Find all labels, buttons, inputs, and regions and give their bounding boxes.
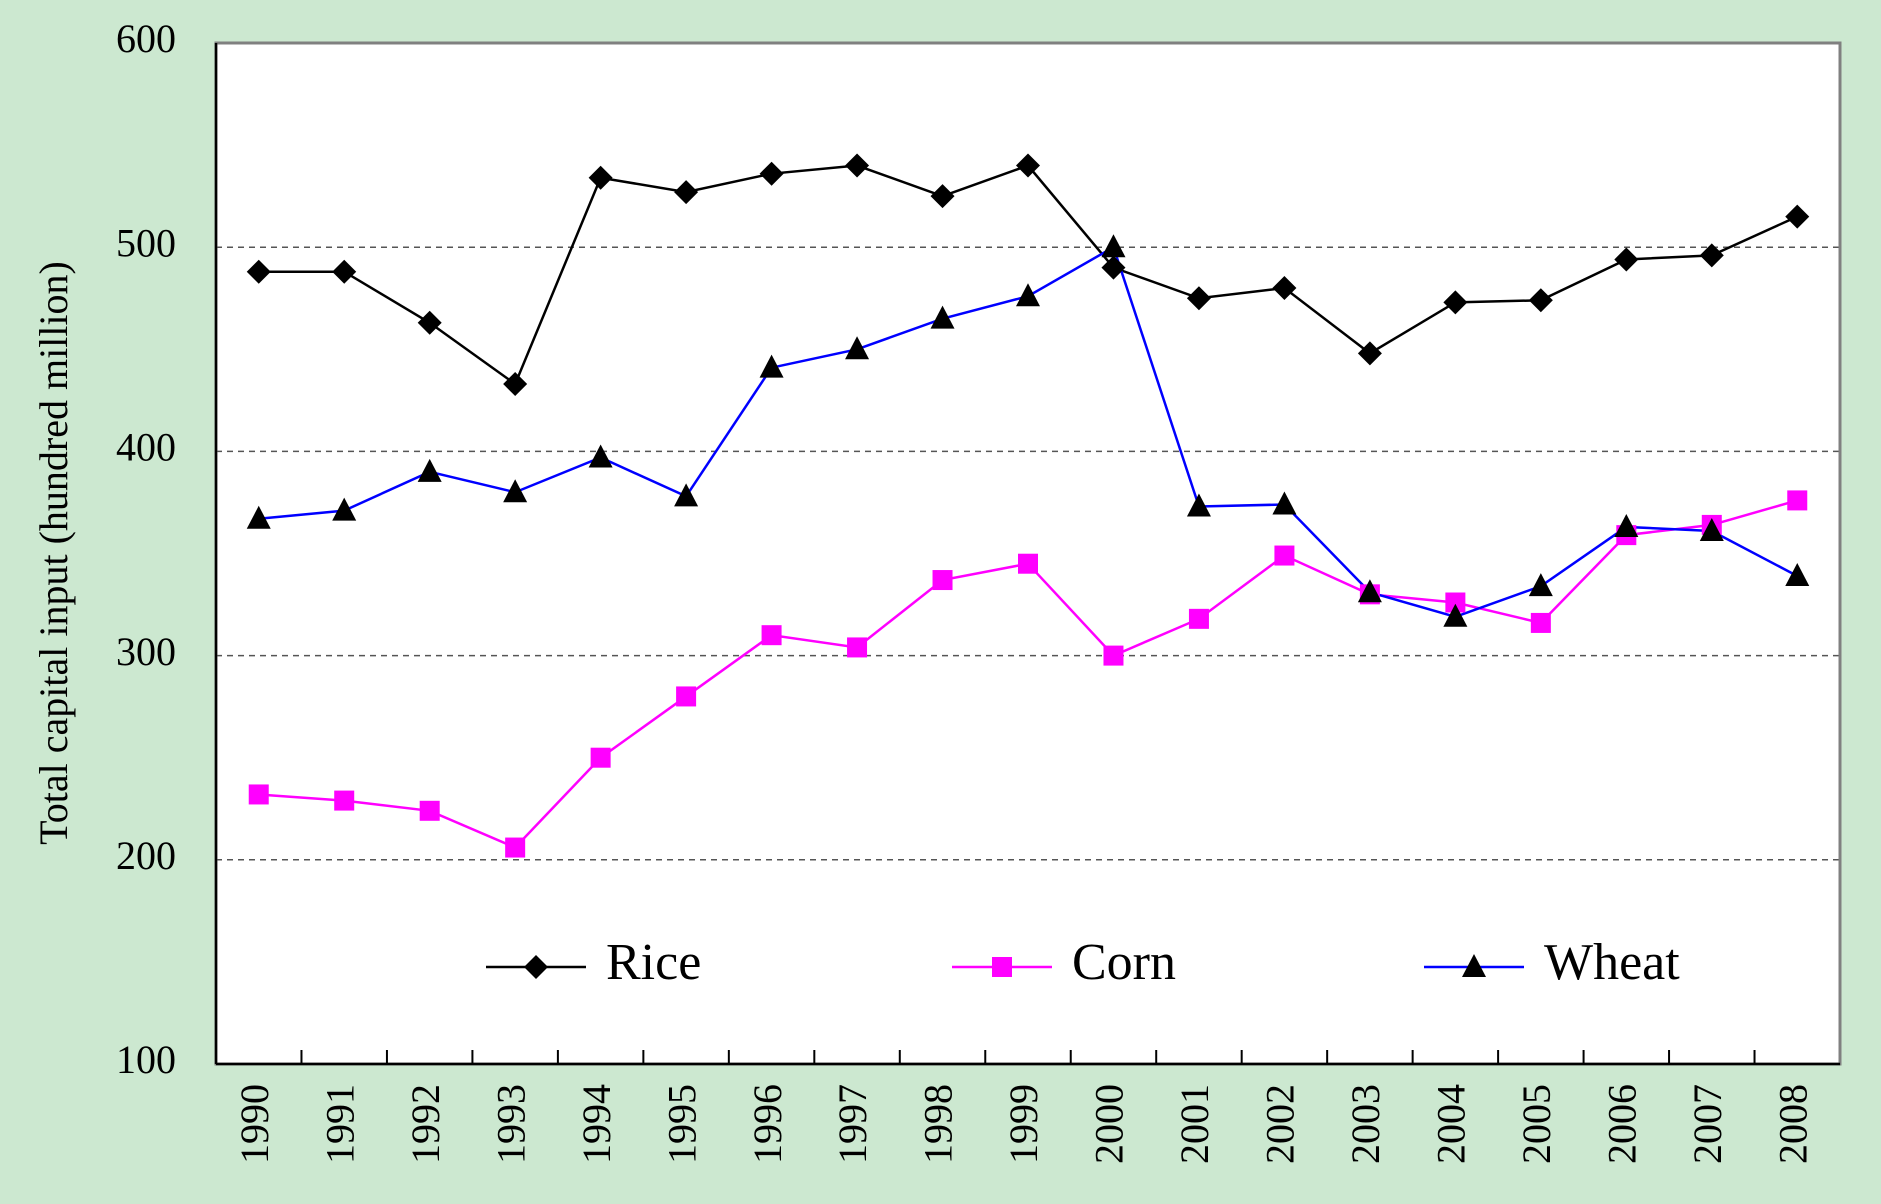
y-tick-label: 400 [116,425,176,470]
y-tick-label: 600 [116,16,176,61]
marker [1443,290,1468,315]
marker [1016,283,1040,307]
y-tick-label: 300 [116,629,176,674]
legend-label: Wheat [1544,934,1680,991]
marker [1614,513,1639,537]
marker [524,955,548,979]
x-tick-label: 2007 [1685,1084,1730,1164]
marker [676,686,697,707]
marker [1274,545,1295,566]
x-tick-label: 1996 [745,1084,790,1164]
marker [674,483,699,507]
marker [1016,153,1040,178]
x-tick-label: 2005 [1514,1084,1559,1164]
marker [992,957,1012,977]
marker [332,259,357,284]
x-tick-label: 1990 [232,1084,277,1164]
x-tick-label: 2001 [1172,1084,1217,1164]
y-tick-label: 200 [116,833,176,878]
marker [588,444,613,468]
x-tick-label: 1991 [317,1084,362,1164]
marker [1530,612,1551,633]
legend-label: Corn [1072,934,1176,991]
marker [1528,288,1553,313]
marker [1699,243,1724,268]
x-tick-label: 2003 [1343,1084,1388,1164]
marker [503,479,528,503]
marker [1272,491,1297,515]
marker [1699,518,1724,542]
x-tick-label: 2008 [1770,1084,1815,1164]
marker [1357,579,1382,603]
marker [419,800,440,821]
marker [590,747,611,768]
x-tick-label: 2006 [1599,1084,1644,1164]
marker [1785,204,1810,229]
marker [332,497,357,521]
marker [759,354,784,378]
y-tick-label: 100 [116,1037,176,1082]
marker [1787,490,1808,511]
x-tick-label: 2004 [1429,1084,1474,1164]
marker [334,790,355,811]
marker [246,259,271,284]
marker [930,184,955,209]
marker [1528,573,1553,597]
marker [759,161,784,186]
legend-label: Rice [606,934,701,991]
marker [674,180,699,205]
x-tick-label: 2000 [1087,1084,1132,1164]
marker [1462,954,1486,977]
x-tick-label: 2002 [1258,1084,1303,1164]
x-tick-label: 1993 [488,1084,533,1164]
marker [246,505,271,529]
x-tick-label: 1995 [659,1084,704,1164]
marker [417,310,442,335]
marker [417,458,442,482]
marker [1018,553,1038,574]
marker [845,336,870,360]
x-tick-label: 1998 [916,1084,961,1164]
marker [503,372,528,397]
marker [1272,276,1297,301]
marker [588,165,613,190]
y-axis-label: Total capital input (hundred million) [31,261,76,845]
marker [847,637,868,658]
marker [1785,562,1810,586]
marker [930,305,955,329]
marker [1103,645,1124,666]
marker [932,570,953,591]
marker [1101,234,1126,258]
marker [1188,608,1209,629]
marker [505,837,526,858]
x-tick-label: 1997 [830,1084,875,1164]
marker [845,153,870,178]
x-tick-label: 1994 [574,1084,619,1164]
marker [1357,341,1382,366]
marker [1445,592,1466,613]
plot-area [216,43,1840,1064]
x-tick-label: 1999 [1001,1084,1046,1164]
marker [248,784,269,805]
marker [1186,286,1211,311]
marker [761,625,782,646]
marker [1614,247,1639,272]
marker [1443,603,1468,627]
y-tick-label: 500 [116,220,176,265]
marker [1101,255,1126,280]
x-tick-label: 1992 [403,1084,448,1164]
marker [1186,493,1211,517]
